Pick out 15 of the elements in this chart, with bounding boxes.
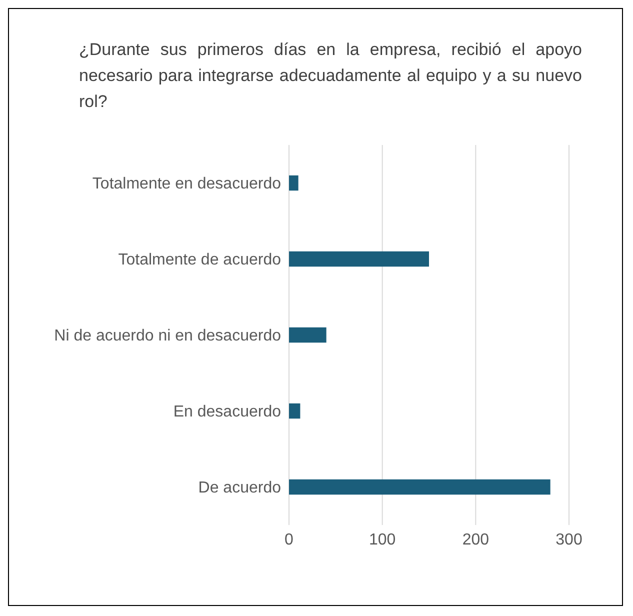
y-tick-label: Ni de acuerdo ni en desacuerdo [54,328,282,345]
y-tick-label: Totalmente de acuerdo [118,252,282,269]
bar [289,175,298,191]
x-tick-label: 300 [556,531,582,548]
bar [289,479,550,495]
x-tick-label: 100 [368,531,396,548]
y-tick-label: Totalmente en desacuerdo [92,176,282,193]
bar [289,251,429,267]
x-tick-label: 0 [284,531,294,548]
y-tick-label: De acuerdo [198,480,282,497]
x-tick-label: 200 [462,531,490,548]
y-tick-label: En desacuerdo [173,404,282,421]
bar [289,403,300,419]
chart-title: ¿Durante sus primeros días en la empresa, recibió el apoyo necesario para integrarse adecuadamente al equipo y a su nuevo rol? [78,39,583,113]
bar [289,327,326,343]
